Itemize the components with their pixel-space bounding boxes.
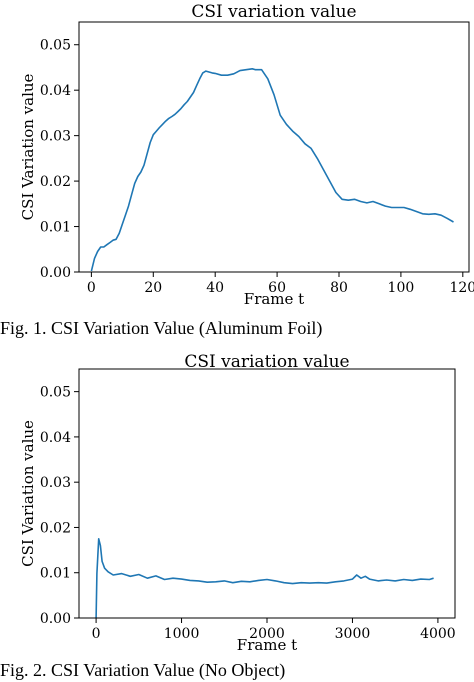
chart-1-x-tick-label: 20 (144, 280, 162, 296)
chart-2-y-tick-label: 0.00 (40, 611, 71, 627)
chart-1-x-tick-label: 40 (206, 280, 224, 296)
chart-1-y-tick-label: 0.04 (40, 83, 71, 99)
chart-2-x-tick-label: 4000 (420, 626, 456, 642)
chart-1-axes-frame (78, 21, 470, 273)
chart-2-x-axis-label: Frame t (237, 636, 297, 654)
chart-1-x-tick-label: 0 (87, 280, 96, 296)
chart-2-y-tick-label: 0.03 (40, 475, 71, 491)
chart-2-x-tick-label: 1000 (164, 626, 200, 642)
chart-2-y-tick-label: 0.04 (40, 430, 71, 446)
chart-2-series-line-1 (95, 537, 434, 619)
chart-2-y-tick-label: 0.01 (40, 566, 71, 582)
chart-2-x-tick-label: 2000 (249, 626, 285, 642)
chart-1-x-tick-label: 60 (268, 280, 286, 296)
chart-2-y-axis-label: CSI Variation value (19, 420, 37, 567)
chart-2-y-tick-label: 0.05 (40, 385, 71, 401)
chart-1-x-tick-label: 100 (388, 280, 415, 296)
chart-1-y-tick-label: 0.02 (40, 174, 71, 190)
chart-2-title: CSI variation value (184, 352, 349, 372)
chart-1-y-axis-label: CSI Variation value (19, 73, 37, 220)
figure-2-caption: Fig. 2. CSI Variation Value (No Object) (0, 660, 286, 680)
chart-1-x-axis-label: Frame t (244, 290, 304, 308)
chart-2-x-tick-label: 3000 (335, 626, 371, 642)
figure-1-caption: Fig. 1. CSI Variation Value (Aluminum Fo… (0, 318, 323, 338)
chart-2-x-tick-label: 0 (92, 626, 101, 642)
chart-1-title: CSI variation value (191, 2, 356, 22)
chart-2-y-tick-label: 0.02 (40, 520, 71, 536)
chart-1-y-tick-label: 0.03 (40, 129, 71, 145)
chart-1-y-tick-label: 0.00 (40, 265, 71, 281)
chart-1-y-tick-label: 0.01 (40, 220, 71, 236)
chart-1-y-tick-label: 0.05 (40, 38, 71, 54)
chart-1-x-tick-label: 80 (330, 280, 348, 296)
chart-1-series-line-1 (90, 68, 454, 272)
chart-1-x-tick-label: 120 (449, 280, 474, 296)
